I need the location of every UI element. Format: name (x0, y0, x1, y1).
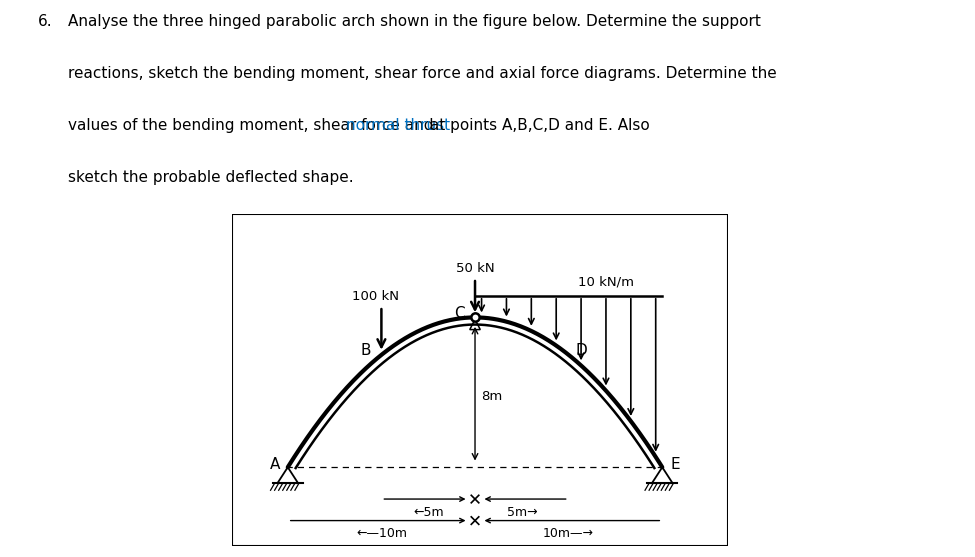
Text: C: C (454, 306, 465, 321)
Text: 5m→: 5m→ (507, 506, 537, 519)
Text: 50 kN: 50 kN (455, 262, 494, 275)
Text: B: B (361, 343, 371, 358)
Text: values of the bending moment, shear force and: values of the bending moment, shear forc… (68, 118, 439, 133)
Text: 10m—→: 10m—→ (543, 527, 594, 540)
Text: D: D (575, 343, 587, 358)
Text: A: A (270, 457, 280, 472)
Text: sketch the probable deflected shape.: sketch the probable deflected shape. (68, 170, 354, 185)
Text: ←—10m: ←—10m (356, 527, 407, 540)
Text: 10 kN/m: 10 kN/m (578, 275, 634, 288)
Text: ←5m: ←5m (412, 506, 444, 519)
Text: 100 kN: 100 kN (352, 290, 400, 304)
Text: E: E (671, 457, 681, 472)
Text: 8m: 8m (482, 389, 503, 403)
Text: Analyse the three hinged parabolic arch shown in the figure below. Determine the: Analyse the three hinged parabolic arch … (68, 14, 760, 29)
Text: normal thrust: normal thrust (346, 118, 450, 133)
Text: 6.: 6. (38, 14, 53, 29)
Text: reactions, sketch the bending moment, shear force and axial force diagrams. Dete: reactions, sketch the bending moment, sh… (68, 66, 777, 81)
Text: at points A,B,C,D and E. Also: at points A,B,C,D and E. Also (425, 118, 649, 133)
